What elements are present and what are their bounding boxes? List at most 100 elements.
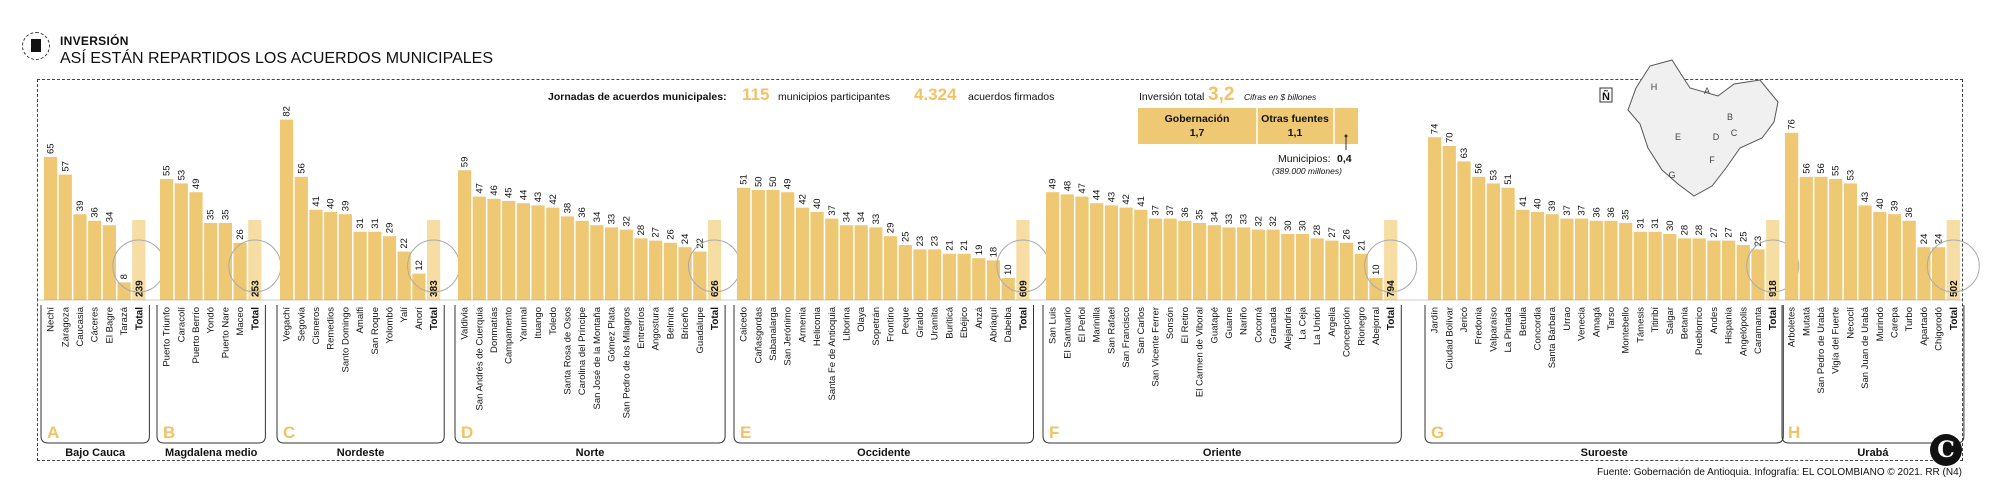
bar — [839, 225, 854, 300]
bar — [1516, 209, 1530, 300]
group-bracket — [1781, 305, 1965, 444]
bar — [619, 229, 633, 300]
value-label: 36 — [1591, 207, 1602, 218]
bar — [368, 231, 382, 300]
category-label: Zaragoza — [60, 306, 71, 347]
bar — [649, 240, 663, 300]
value-label: 34 — [592, 212, 603, 223]
category-label: Segovia — [296, 306, 307, 341]
category-label: San Carlos — [1136, 307, 1147, 354]
value-label: 36 — [90, 207, 101, 218]
group-name: Magdalena medio — [165, 447, 258, 459]
bar — [1340, 242, 1354, 300]
bar — [986, 260, 1001, 300]
category-label: Carolina del Príncipe — [577, 307, 588, 395]
category-label: Chigorodó — [1934, 307, 1945, 351]
total-label: Total — [429, 307, 440, 330]
bar — [928, 249, 942, 300]
map-region-label: D — [1713, 132, 1720, 142]
category-label: Jardín — [1430, 307, 1441, 333]
map-region-label: A — [1704, 86, 1710, 96]
map-region-label: G — [1668, 170, 1675, 180]
value-label: 35 — [1195, 209, 1206, 220]
category-label: Peque — [900, 307, 911, 334]
bar — [1799, 176, 1813, 300]
value-label: 26 — [1342, 229, 1353, 240]
bar — [1887, 214, 1902, 300]
value-label: 30 — [1283, 220, 1294, 231]
value-label: 53 — [1488, 170, 1499, 181]
value-label: 39 — [1547, 201, 1558, 212]
value-label: 44 — [518, 190, 529, 201]
value-label: 46 — [489, 185, 500, 196]
category-label: Andes — [1709, 307, 1720, 334]
bar — [546, 207, 560, 300]
bar — [634, 238, 648, 300]
group-letter: H — [1788, 423, 1800, 442]
bar — [1530, 212, 1545, 300]
category-label: Gómez Plata — [607, 306, 618, 362]
bar — [1001, 278, 1015, 300]
category-label: Puerto Nare — [220, 307, 231, 358]
category-label: Vigía del Fuerte — [1831, 307, 1842, 374]
category-label: Jericó — [1459, 307, 1470, 332]
category-label: Ciudad Bolívar — [1444, 307, 1455, 369]
category-label: San Andrés de Cuerquia — [474, 306, 485, 410]
bar — [189, 192, 203, 300]
total-value: 502 — [1949, 280, 1960, 297]
value-label: 53 — [1845, 170, 1856, 181]
bar — [1266, 229, 1280, 300]
category-label: San Francisco — [1121, 307, 1132, 368]
category-label: Puerto Triunfo — [162, 307, 173, 367]
category-label: San Pedro de los Milagros — [621, 307, 632, 419]
group-bracket — [1042, 305, 1402, 444]
value-label: 76 — [1787, 119, 1798, 130]
segment-value: 0,4 — [1337, 153, 1352, 165]
category-label: Heliconia — [812, 306, 823, 346]
bar — [1692, 238, 1706, 300]
category-label: Pueblorrico — [1694, 307, 1705, 355]
value-label: 8 — [119, 274, 130, 279]
value-label: 55 — [162, 165, 173, 176]
map-region-label: B — [1727, 112, 1733, 122]
bar — [781, 192, 795, 300]
category-label: Amalfi — [355, 307, 366, 333]
category-label: Briceño — [680, 307, 691, 339]
category-label: Anzá — [974, 306, 985, 328]
bar — [884, 236, 898, 300]
value-label: 34 — [842, 212, 853, 223]
value-label: 49 — [1048, 179, 1059, 190]
value-label: 10 — [1003, 264, 1014, 275]
value-label: 28 — [636, 225, 647, 236]
investment-segment — [1138, 108, 1257, 144]
category-label: Cocorná — [1253, 306, 1264, 343]
value-label: 30 — [1298, 220, 1309, 231]
bar — [1237, 227, 1251, 300]
category-label: Yarumal — [518, 307, 529, 342]
bar — [972, 258, 986, 300]
value-label: 56 — [1816, 163, 1827, 174]
group-bracket — [40, 305, 150, 444]
bar — [1354, 253, 1368, 300]
category-label: Puerto Berrío — [191, 307, 202, 364]
total-label: Total — [1768, 307, 1779, 330]
category-label: Concepción — [1342, 307, 1353, 357]
value-label: 65 — [46, 143, 57, 154]
category-label: Concordia — [1533, 306, 1544, 350]
category-label: Santa Bárbara — [1547, 306, 1558, 368]
chart-frame — [37, 79, 1963, 461]
category-label: Yalí — [399, 307, 410, 323]
bar — [1075, 196, 1089, 300]
bar — [913, 249, 927, 300]
bar — [458, 170, 472, 300]
map-region-label: C — [1731, 128, 1738, 138]
value-label: 21 — [959, 240, 970, 251]
leader-dot — [1344, 134, 1348, 138]
total-label: Total — [1949, 307, 1960, 330]
value-label: 33 — [607, 214, 618, 225]
value-label: 53 — [176, 170, 187, 181]
bar — [1501, 187, 1515, 300]
total-label: Total — [710, 307, 721, 330]
category-label: Abejorral — [1371, 307, 1382, 345]
